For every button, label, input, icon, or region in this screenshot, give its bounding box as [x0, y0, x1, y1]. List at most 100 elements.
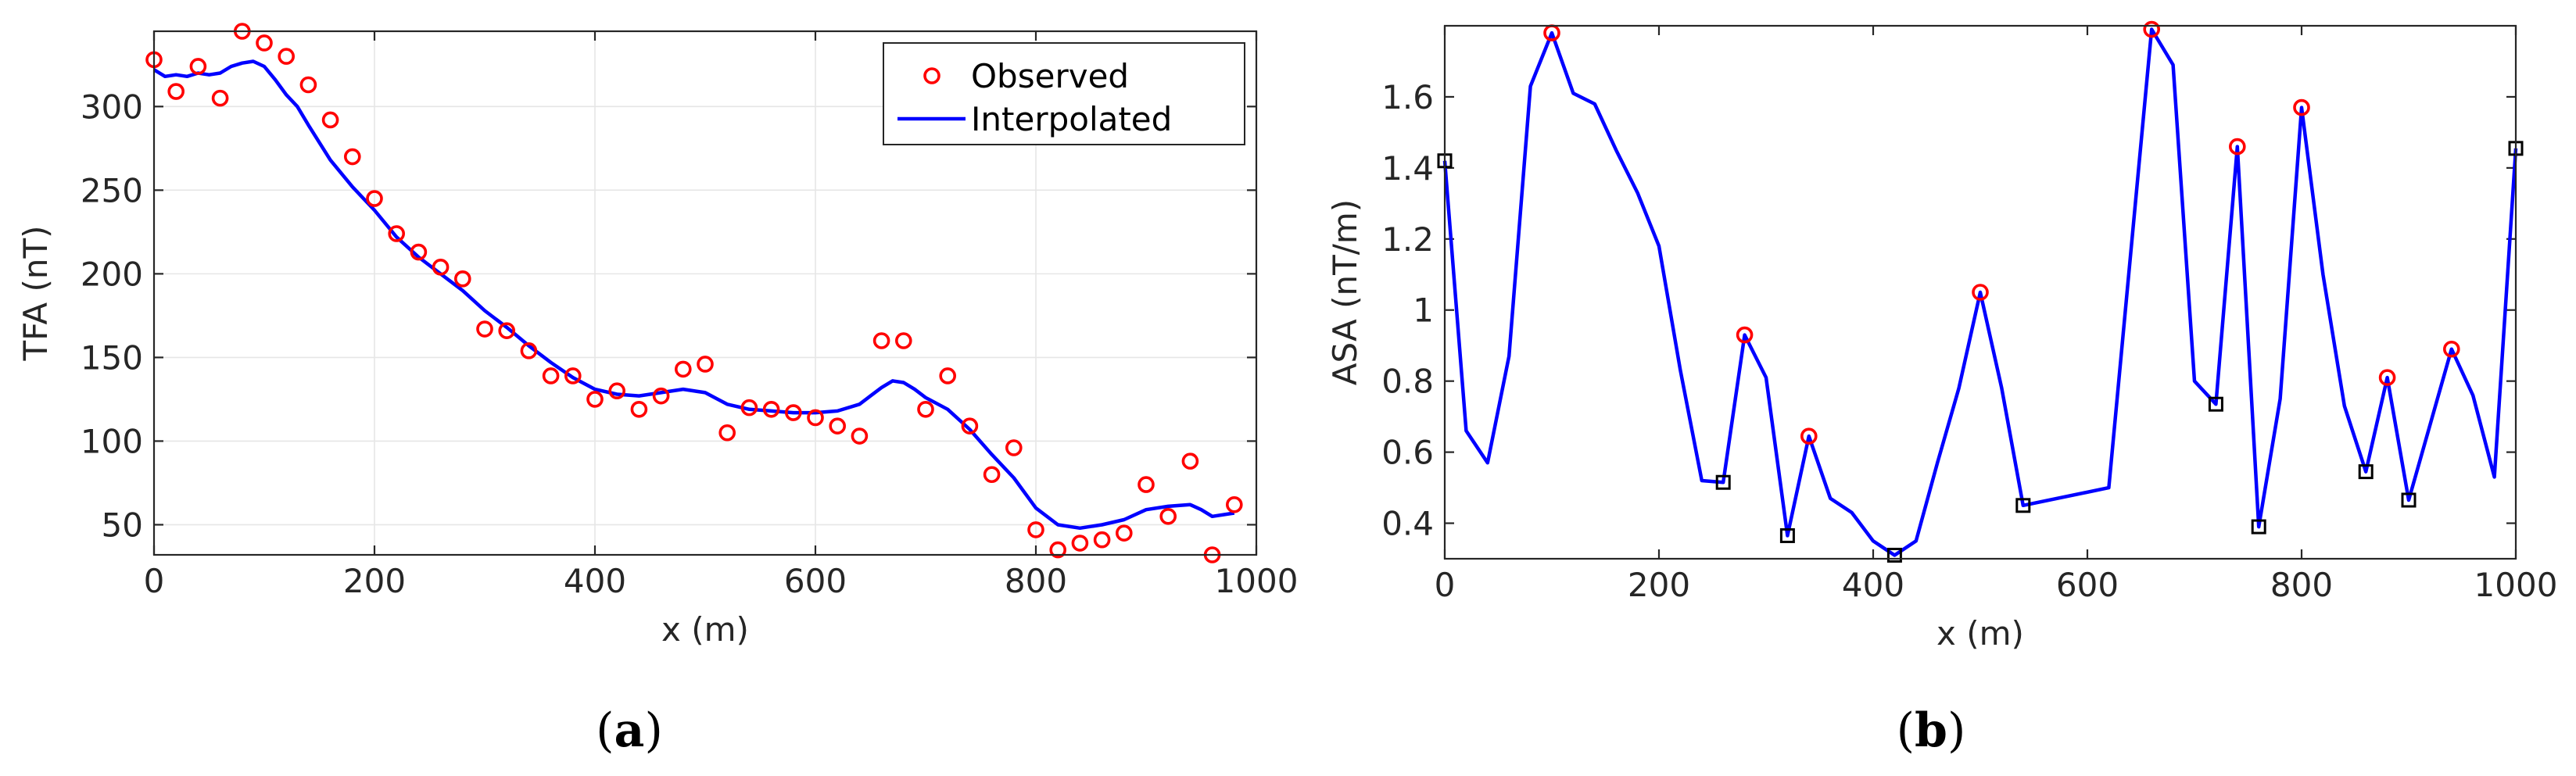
y-tick-label: 300 [81, 88, 143, 126]
x-tick-label: 400 [1842, 566, 1904, 604]
data-point-minima [2015, 498, 2031, 513]
data-point-maxima [1972, 284, 1989, 301]
data-point-observed [872, 332, 890, 349]
y-tick-label: 1.2 [1381, 220, 1434, 259]
data-point-observed [807, 409, 824, 427]
data-point-observed [762, 400, 780, 418]
y-tick-label: 50 [102, 506, 143, 544]
data-point-minima [2208, 396, 2223, 412]
data-point-observed [674, 360, 692, 378]
data-point-minima [1779, 527, 1795, 543]
data-point-observed [453, 270, 471, 288]
data-point-observed [1005, 439, 1023, 456]
panel-a-label: (a) [596, 703, 663, 758]
data-point-observed [520, 342, 538, 359]
series-line-asa [1442, 27, 2518, 557]
data-point-maxima [1800, 427, 1818, 445]
panel-b-label-open: ( [1897, 703, 1915, 758]
y-tick-label: 100 [81, 422, 143, 460]
data-point-minima [2401, 492, 2417, 508]
data-point-minima [2251, 519, 2266, 535]
chart-panel-b: 0 200 400 600 800 1000 0.4 0.6 0.8 1 1.2 1.4 1.6 x (… [1326, 20, 2557, 758]
panel-b-y-axis-title: ASA (nT/m) [1326, 199, 1364, 385]
y-tick-label: 1.4 [1381, 149, 1434, 188]
data-point-observed [784, 404, 802, 421]
x-tick-label: 200 [343, 562, 406, 600]
data-point-observed [410, 243, 428, 261]
data-point-observed [718, 424, 736, 442]
panel-b-series [1437, 20, 2524, 563]
panel-a-label-open: ( [596, 703, 614, 758]
y-tick-label: 150 [81, 338, 143, 377]
data-point-observed [1049, 541, 1066, 559]
panel-a-axes-box [152, 30, 1258, 556]
data-point-observed [299, 76, 317, 94]
data-point-observed [630, 400, 648, 418]
data-point-maxima [2443, 340, 2460, 358]
data-point-observed [740, 399, 758, 417]
series-line-interpolated [152, 59, 1235, 531]
data-point-observed [256, 34, 273, 52]
data-point-maxima [2143, 20, 2160, 38]
panel-b-ticks: 0 200 400 600 800 1000 0.4 0.6 0.8 1 1.2 1.4 1.6 [1381, 26, 2557, 604]
y-tick-label: 0.6 [1381, 434, 1434, 472]
data-point-observed [917, 400, 934, 418]
x-tick-label: 0 [144, 562, 165, 600]
data-point-observed [1027, 521, 1044, 538]
data-point-minima [2358, 464, 2374, 480]
x-tick-label: 400 [564, 562, 626, 600]
data-point-observed [961, 417, 979, 434]
x-tick-label: 600 [2056, 566, 2119, 604]
legend-interpolated-label: Interpolated [971, 100, 1172, 138]
data-point-observed [564, 367, 582, 384]
data-point-observed [476, 320, 493, 338]
x-tick-label: 800 [2270, 566, 2333, 604]
legend-observed-marker [923, 67, 940, 84]
data-point-observed [432, 259, 450, 276]
data-point-observed [542, 367, 560, 384]
y-tick-label: 1 [1413, 291, 1434, 330]
data-point-maxima [2229, 138, 2246, 156]
data-point-observed [189, 58, 207, 75]
data-point-observed [895, 332, 912, 349]
data-point-observed [167, 83, 185, 100]
data-point-observed [366, 190, 383, 207]
panel-b-label-letter: b [1915, 703, 1947, 758]
panel-b-x-axis-title: x (m) [1936, 614, 2024, 653]
panel-a-x-axis-title: x (m) [661, 610, 749, 649]
panel-a-ticks: 0 200 400 600 800 1000 50 100 150 200 250 300 [81, 31, 1299, 600]
panel-a-legend: Observed Interpolated [883, 42, 1245, 145]
data-point-observed [829, 417, 846, 434]
legend-observed-label: Observed [971, 57, 1129, 95]
data-point-maxima [2378, 369, 2396, 386]
panel-a-y-axis-title: TFA (nT) [16, 225, 55, 361]
data-point-observed [343, 148, 361, 166]
data-point-observed [388, 225, 406, 242]
y-tick-label: 0.4 [1381, 505, 1434, 543]
x-tick-label: 200 [1628, 566, 1690, 604]
data-point-observed [321, 111, 339, 129]
data-point-observed [278, 48, 296, 65]
x-tick-label: 1000 [2474, 566, 2558, 604]
data-point-maxima [1736, 326, 1754, 344]
panel-a-label-close: ) [644, 703, 662, 758]
data-point-observed [939, 367, 956, 384]
x-tick-label: 1000 [1215, 562, 1299, 600]
data-point-observed [1181, 452, 1199, 470]
panel-b-axes-box [1443, 24, 2517, 560]
data-point-observed [608, 382, 626, 400]
y-tick-label: 1.6 [1381, 78, 1434, 116]
panel-b-label-close: ) [1947, 703, 1965, 758]
y-tick-label: 0.8 [1381, 363, 1434, 401]
data-point-minima [1715, 474, 1731, 490]
x-tick-label: 800 [1005, 562, 1067, 600]
data-point-observed [498, 322, 516, 339]
legend-box [883, 42, 1245, 145]
x-tick-label: 0 [1435, 566, 1456, 604]
data-point-minima [1886, 547, 1902, 563]
data-point-observed [211, 89, 229, 107]
data-point-observed [1159, 507, 1177, 525]
data-point-observed [1116, 524, 1133, 542]
data-point-observed [1226, 495, 1243, 513]
